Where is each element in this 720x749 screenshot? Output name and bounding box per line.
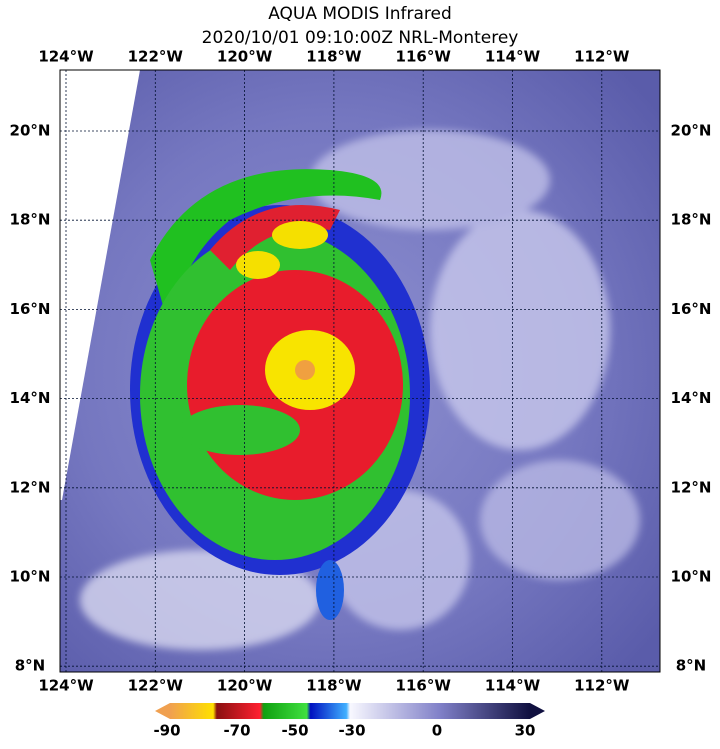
colorbar-tick-label: 30: [515, 722, 536, 740]
longitude-label: 114°W: [485, 48, 541, 66]
longitude-label: 120°W: [217, 677, 273, 695]
colorbar-tick-label: -70: [223, 722, 250, 740]
colorbar-high-arrow: [530, 703, 545, 719]
colorbar-low-arrow: [155, 703, 170, 719]
longitude-label: 120°W: [217, 48, 273, 66]
latitude-label: 10°N: [10, 568, 51, 586]
latitude-label: 8°N: [676, 657, 707, 675]
longitude-label: 122°W: [128, 677, 184, 695]
longitude-label: 118°W: [306, 677, 362, 695]
latitude-label: 12°N: [10, 478, 51, 496]
longitude-label: 118°W: [306, 48, 362, 66]
latitude-label: 16°N: [10, 300, 51, 318]
colorbar-tick-label: -50: [281, 722, 308, 740]
latitude-label: 16°N: [671, 300, 712, 318]
latitude-label: 10°N: [671, 568, 712, 586]
longitude-label: 124°W: [38, 48, 94, 66]
colorbar-tick-label: 0: [432, 722, 442, 740]
longitude-label: 112°W: [574, 677, 630, 695]
longitude-label: 116°W: [396, 48, 452, 66]
colorbar-tick-label: -90: [153, 722, 180, 740]
latitude-label: 14°N: [671, 389, 712, 407]
map-frame: [59, 69, 661, 673]
latitude-label: 12°N: [671, 478, 712, 496]
longitude-label: 114°W: [485, 677, 541, 695]
longitude-label: 116°W: [396, 677, 452, 695]
colorbar-tick-label: -30: [338, 722, 365, 740]
latitude-label: 8°N: [15, 657, 46, 675]
title: AQUA MODIS Infrared: [268, 4, 452, 24]
colorbar: [170, 703, 530, 719]
longitude-label: 122°W: [128, 48, 184, 66]
latitude-label: 18°N: [10, 211, 51, 229]
latitude-label: 14°N: [10, 389, 51, 407]
longitude-label: 124°W: [38, 677, 94, 695]
graticule: [60, 70, 660, 672]
latitude-label: 18°N: [671, 211, 712, 229]
imagery: [60, 70, 660, 672]
latitude-label: 20°N: [10, 122, 51, 140]
latitude-label: 20°N: [671, 122, 712, 140]
longitude-label: 112°W: [574, 48, 630, 66]
subtitle: 2020/10/01 09:10:00Z NRL-Monterey: [202, 28, 519, 48]
